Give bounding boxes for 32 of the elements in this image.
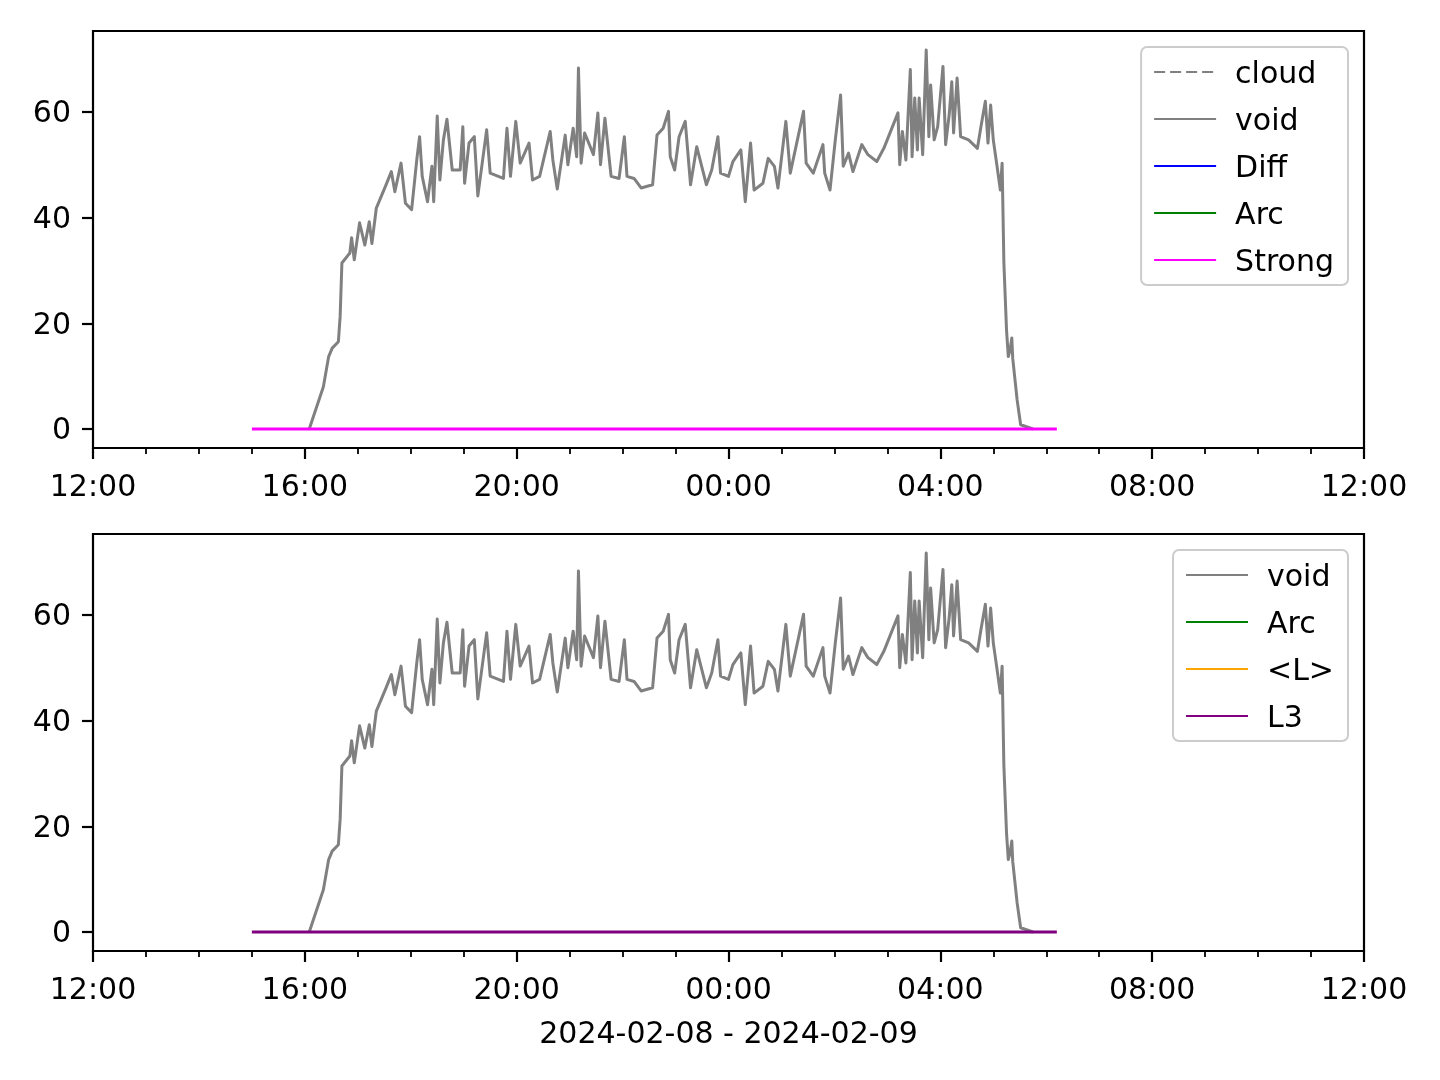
x-tick-label: 12:00 bbox=[49, 970, 137, 1006]
y-tick-label: 60 bbox=[32, 94, 71, 130]
x-tick-label: 16:00 bbox=[261, 467, 349, 503]
x-tick-label: 08:00 bbox=[1108, 970, 1196, 1006]
y-tick-label: 0 bbox=[51, 914, 71, 950]
legend-label: void bbox=[1235, 101, 1299, 137]
x-tick-label: 00:00 bbox=[685, 467, 772, 503]
x-tick-label: 08:00 bbox=[1108, 467, 1196, 503]
legend-label: <L> bbox=[1267, 651, 1335, 687]
y-tick-label: 0 bbox=[51, 411, 71, 447]
x-axis-title: 2024-02-08 - 2024-02-09 bbox=[539, 1014, 918, 1050]
x-tick-label: 16:00 bbox=[261, 970, 349, 1006]
legend-label: L3 bbox=[1267, 698, 1303, 734]
legend-label: Diff bbox=[1235, 148, 1289, 184]
y-tick-label: 40 bbox=[32, 703, 71, 739]
x-tick-label: 04:00 bbox=[897, 467, 984, 503]
legend-label: Arc bbox=[1267, 604, 1316, 640]
y-tick-label: 40 bbox=[32, 200, 71, 236]
legend-label: Strong bbox=[1235, 242, 1335, 278]
x-tick-label: 04:00 bbox=[897, 970, 984, 1006]
legend-label: cloud bbox=[1235, 54, 1317, 90]
x-tick-label: 12:00 bbox=[1320, 970, 1408, 1006]
x-tick-label: 20:00 bbox=[473, 970, 560, 1006]
legend-label: void bbox=[1267, 557, 1331, 593]
x-tick-label: 20:00 bbox=[473, 467, 560, 503]
y-tick-label: 20 bbox=[32, 808, 71, 844]
legend-label: Arc bbox=[1235, 195, 1284, 231]
x-tick-label: 12:00 bbox=[49, 467, 137, 503]
x-tick-label: 12:00 bbox=[1320, 467, 1408, 503]
y-tick-label: 60 bbox=[32, 597, 71, 633]
x-tick-label: 00:00 bbox=[685, 970, 772, 1006]
y-tick-label: 20 bbox=[32, 305, 71, 341]
